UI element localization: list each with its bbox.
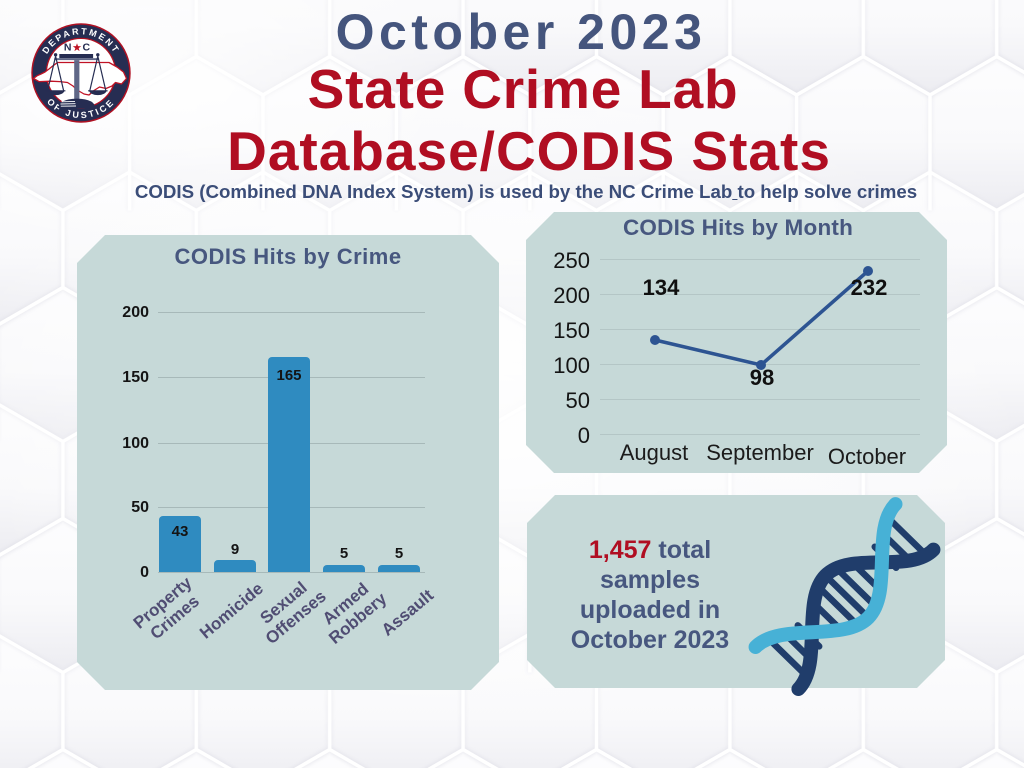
svg-text:C: C [83, 41, 91, 53]
svg-text:N: N [64, 41, 72, 53]
